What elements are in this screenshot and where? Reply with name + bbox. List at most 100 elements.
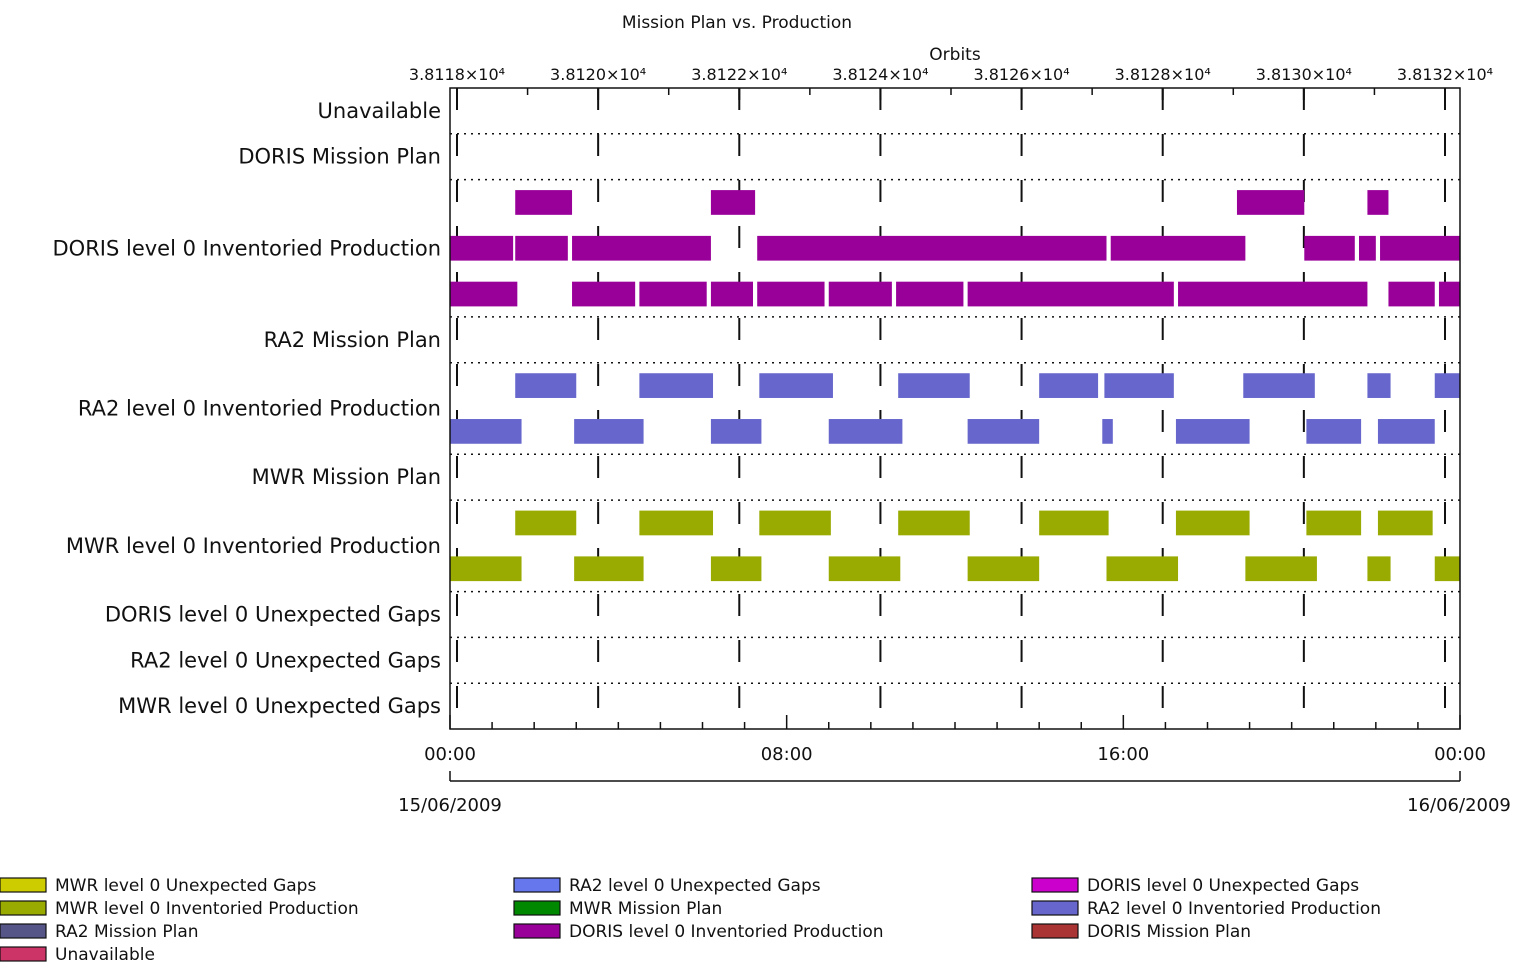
gantt-bar: [757, 235, 1107, 261]
gantt-bar: [828, 281, 892, 307]
orbit-tick-label: 3.8122×10⁴: [691, 65, 787, 84]
gantt-bar: [710, 190, 756, 215]
gantt-bar: [1306, 510, 1362, 536]
bars: [450, 190, 1460, 582]
row-label: RA2 level 0 Unexpected Gaps: [130, 648, 441, 672]
orbit-tick-label: 3.8132×10⁴: [1397, 65, 1493, 84]
legend-swatch: [0, 900, 47, 916]
time-tick-label: 00:00: [424, 744, 476, 765]
gantt-bar: [1304, 235, 1355, 261]
orbit-tick-label: 3.8130×10⁴: [1256, 65, 1352, 84]
legend-label: MWR level 0 Inventoried Production: [55, 899, 359, 919]
row-label: DORIS level 0 Inventoried Production: [53, 236, 442, 260]
gantt-bar: [1039, 510, 1109, 536]
gantt-bar: [515, 235, 568, 261]
gantt-bar: [1102, 419, 1113, 444]
gantt-bar: [1434, 373, 1460, 398]
legend-swatch: [0, 946, 47, 962]
legend-label: RA2 level 0 Unexpected Gaps: [569, 876, 821, 896]
bottom-axis: 00:00 08:00 16:00 00:00: [424, 715, 1486, 782]
top-axis-title: Orbits: [929, 45, 981, 65]
plot-frame: [449, 87, 1461, 730]
gantt-bar: [574, 556, 644, 582]
row-label: DORIS Mission Plan: [238, 145, 441, 169]
row-label: MWR level 0 Unexpected Gaps: [118, 694, 441, 718]
gantt-bar: [1367, 373, 1391, 398]
gantt-bar: [967, 281, 1174, 307]
legend-swatch: [513, 877, 561, 893]
gantt-bar: [1039, 373, 1099, 398]
gantt-bar: [1367, 556, 1391, 582]
row-label: MWR Mission Plan: [252, 465, 441, 489]
gantt-bar: [1388, 281, 1435, 307]
legend-label: DORIS level 0 Inventoried Production: [569, 922, 884, 942]
gantt-bar: [828, 419, 903, 444]
gantt-bar: [967, 419, 1040, 444]
gantt-bar: [450, 235, 514, 261]
row-label: RA2 level 0 Inventoried Production: [78, 397, 441, 421]
legend-label: MWR Mission Plan: [569, 899, 722, 919]
gantt-bar: [1178, 281, 1368, 307]
gantt-bar: [1104, 373, 1174, 398]
gantt-bar: [515, 510, 577, 536]
orbit-tick-label: 3.8124×10⁴: [832, 65, 928, 84]
gantt-bar: [757, 281, 825, 307]
gantt-bar: [1106, 556, 1179, 582]
gantt-bar: [1377, 419, 1435, 444]
gridlines: [450, 88, 1460, 729]
legend-swatch: [0, 923, 47, 939]
orbit-tick-label: 3.8126×10⁴: [973, 65, 1069, 84]
gantt-bar: [710, 419, 762, 444]
orbit-tick-label: 3.8118×10⁴: [409, 65, 505, 84]
gantt-bar: [1110, 235, 1246, 261]
end-date-label: 16/06/2009: [1407, 795, 1511, 816]
legend-swatch: [513, 923, 561, 939]
legend-label: Unavailable: [55, 945, 155, 962]
gantt-bar: [1434, 556, 1460, 582]
gantt-bar: [1367, 190, 1389, 215]
gantt-bar: [1359, 235, 1376, 261]
gantt-bar: [515, 373, 577, 398]
time-tick-label: 08:00: [761, 744, 813, 765]
chart-title: Mission Plan vs. Production: [622, 13, 852, 33]
legend-swatch: [1031, 900, 1079, 916]
gantt-bar: [1380, 235, 1460, 261]
time-tick-label: 00:00: [1434, 744, 1486, 765]
legend-label: RA2 Mission Plan: [55, 922, 199, 942]
legend-label: DORIS level 0 Unexpected Gaps: [1087, 876, 1359, 896]
gantt-bar: [898, 510, 970, 536]
gantt-bar: [1306, 419, 1362, 444]
gantt-bar: [1245, 556, 1317, 582]
gantt-bar: [898, 373, 970, 398]
gantt-bar: [572, 235, 711, 261]
legend-swatch: [0, 877, 47, 893]
gantt-bar: [896, 281, 964, 307]
start-date-label: 15/06/2009: [398, 795, 502, 816]
gantt-bar: [639, 281, 707, 307]
gantt-bar: [1438, 281, 1460, 307]
gantt-bar: [574, 419, 644, 444]
gantt-bar: [515, 190, 573, 215]
gantt-bar: [759, 510, 831, 536]
legend-label: MWR level 0 Unexpected Gaps: [55, 876, 316, 896]
gantt-bar: [828, 556, 901, 582]
gantt-bar: [710, 556, 762, 582]
gantt-bar: [639, 510, 714, 536]
legend-swatch: [1031, 923, 1079, 939]
legend-label: DORIS Mission Plan: [1087, 922, 1251, 942]
gantt-bar: [1377, 510, 1433, 536]
gantt-bar: [967, 556, 1040, 582]
gantt-bar: [1175, 419, 1250, 444]
gantt-bar: [710, 281, 753, 307]
legend: MWR level 0 Unexpected Gaps MWR level 0 I…: [0, 876, 1381, 962]
gantt-bar: [1236, 190, 1305, 215]
row-label: DORIS level 0 Unexpected Gaps: [105, 603, 441, 627]
row-label: Unavailable: [318, 99, 441, 123]
time-tick-label: 16:00: [1097, 744, 1149, 765]
gantt-bar: [450, 556, 522, 582]
orbit-tick-label: 3.8128×10⁴: [1115, 65, 1211, 84]
row-labels: Unavailable DORIS Mission Plan DORIS level…: [53, 99, 442, 718]
gantt-bar: [639, 373, 714, 398]
legend-swatch: [1031, 877, 1079, 893]
